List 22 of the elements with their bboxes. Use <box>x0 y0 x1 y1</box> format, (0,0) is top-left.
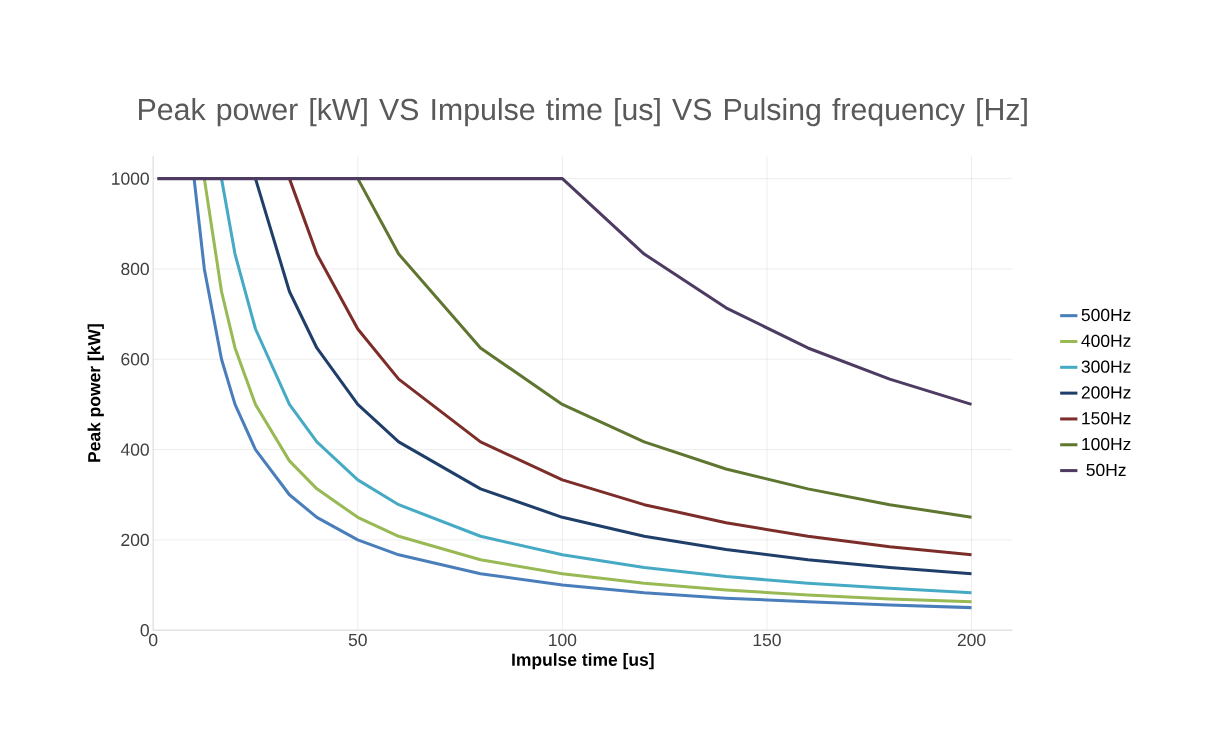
y-axis-title: Peak power [kW] <box>87 324 104 462</box>
legend-label: 50Hz <box>1086 463 1126 477</box>
legend-label: 400Hz <box>1081 334 1131 347</box>
legend-label: 100Hz <box>1082 437 1131 451</box>
y-tick-label: 600 <box>121 353 149 366</box>
y-tick-label: 1000 <box>112 172 149 185</box>
x-tick-label: 150 <box>753 633 781 647</box>
x-tick-label: 200 <box>957 633 986 647</box>
y-tick-label: 0 <box>140 624 149 637</box>
chart-title: Peak power [kW] VS Impulse time [us] VS Pulsing frequency [Hz] <box>139 97 1027 127</box>
x-tick-label: 0 <box>149 633 158 647</box>
y-tick-label: 800 <box>121 262 149 276</box>
x-tick-label: 50 <box>348 633 367 647</box>
legend-label: 200Hz <box>1081 386 1131 399</box>
line-series <box>356 177 974 519</box>
legend-label: 300Hz <box>1081 360 1131 373</box>
x-axis-title: Impulse time [us] <box>512 653 654 670</box>
x-tick-label: 100 <box>549 633 577 647</box>
legend-label: 500Hz <box>1081 308 1131 322</box>
y-tick-label: 200 <box>121 533 149 547</box>
legend-label: 150Hz <box>1082 412 1131 425</box>
y-tick-label: 400 <box>120 443 149 456</box>
